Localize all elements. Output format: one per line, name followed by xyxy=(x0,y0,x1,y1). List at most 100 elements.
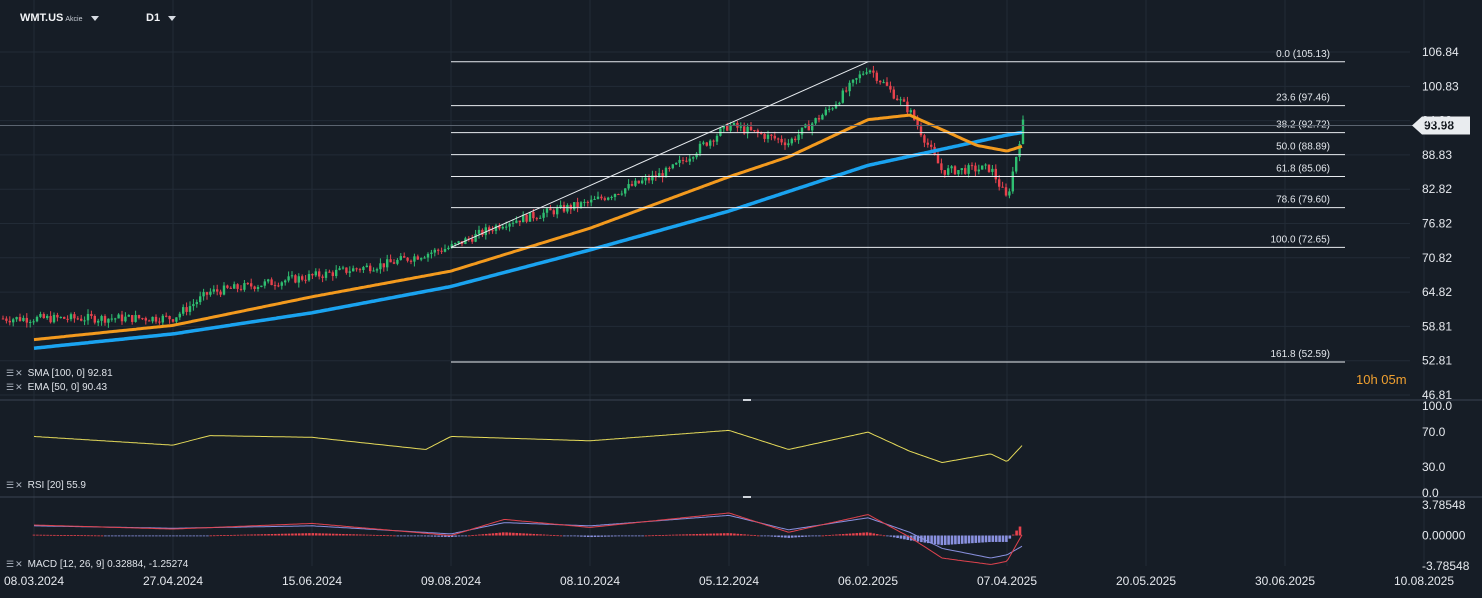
macd-bar xyxy=(984,535,988,543)
macd-tick-label: 3.78548 xyxy=(1422,498,1466,512)
macd-bar xyxy=(654,535,658,536)
macd-bar xyxy=(491,533,495,536)
candle-down xyxy=(437,249,440,251)
candle-down xyxy=(141,318,144,320)
candle-down xyxy=(777,138,780,140)
date-tick-label: 10.08.2025 xyxy=(1394,574,1454,588)
macd-bar xyxy=(981,535,984,543)
macd-bar xyxy=(39,534,43,536)
settings-close-icon[interactable]: ☰✕ xyxy=(6,480,24,490)
candle-up xyxy=(314,271,317,276)
candle-down xyxy=(770,134,773,136)
candle-down xyxy=(90,313,93,316)
candle-up xyxy=(977,169,980,172)
macd-bar xyxy=(994,535,998,542)
candle-down xyxy=(304,279,307,281)
candle-down xyxy=(93,315,96,323)
candle-down xyxy=(498,225,501,229)
macd-bar xyxy=(862,532,865,536)
candle-up xyxy=(12,319,15,323)
candle-up xyxy=(335,269,338,277)
macd-bar xyxy=(784,535,787,538)
candle-down xyxy=(576,202,579,208)
macd-bar xyxy=(280,533,284,536)
candle-down xyxy=(148,320,151,322)
candle-down xyxy=(630,184,634,186)
macd-bar xyxy=(954,535,957,545)
candle-up xyxy=(22,317,25,321)
rsi-legend[interactable]: ☰✕ RSI [20] 55.9 xyxy=(6,480,86,491)
macd-bar xyxy=(219,535,223,536)
ema-legend[interactable]: ☰✕ EMA [50, 0] 90.43 xyxy=(6,382,107,393)
macd-bar xyxy=(634,535,638,537)
macd-bar xyxy=(114,535,117,537)
settings-close-icon[interactable]: ☰✕ xyxy=(6,382,24,392)
symbol-dropdown-icon[interactable] xyxy=(90,15,99,21)
macd-bar xyxy=(342,533,345,536)
candle-down xyxy=(926,142,929,145)
candle-up xyxy=(641,180,644,184)
candle-up xyxy=(433,249,436,253)
macd-bar xyxy=(913,535,916,542)
ema-line xyxy=(33,113,1023,342)
candle-down xyxy=(154,316,158,322)
macd-bar xyxy=(665,534,668,536)
candle-down xyxy=(331,272,334,277)
macd-bar xyxy=(685,534,689,536)
candle-up xyxy=(178,313,181,318)
candle-up xyxy=(450,244,453,248)
macd-bar xyxy=(661,534,665,536)
candle-up xyxy=(501,226,504,229)
candle-down xyxy=(600,196,603,199)
macd-bar xyxy=(161,535,165,537)
price-tick-label: 100.83 xyxy=(1422,79,1459,93)
candle-down xyxy=(185,307,188,312)
macd-bar xyxy=(90,535,94,537)
macd-bar xyxy=(42,534,46,536)
macd-bar xyxy=(552,535,556,536)
macd-bar xyxy=(117,535,121,537)
macd-bar xyxy=(484,533,488,536)
candle-down xyxy=(923,135,926,143)
panel-resize-handle xyxy=(743,399,751,401)
macd-bar xyxy=(957,535,961,545)
candle-up xyxy=(766,134,770,139)
macd-bar xyxy=(508,532,512,536)
settings-close-icon[interactable]: ☰✕ xyxy=(6,368,24,378)
macd-bar xyxy=(804,535,808,537)
macd-bar xyxy=(991,535,995,542)
macd-bar xyxy=(920,535,923,543)
macd-bar xyxy=(641,535,644,537)
macd-bar xyxy=(603,535,607,537)
candle-up xyxy=(1018,143,1021,157)
settings-close-icon[interactable]: ☰✕ xyxy=(6,559,24,569)
candle-up xyxy=(1015,156,1018,172)
macd-bar xyxy=(964,535,967,544)
macd-bar xyxy=(858,532,862,536)
candle-down xyxy=(467,238,470,240)
macd-bar xyxy=(787,535,791,538)
candle-up xyxy=(124,316,127,322)
macd-bar xyxy=(886,535,889,537)
candle-up xyxy=(947,168,950,175)
timeframe-selector[interactable]: D1 xyxy=(146,12,177,24)
candle-down xyxy=(603,198,606,200)
price-tick-label: 58.81 xyxy=(1422,319,1452,333)
candle-down xyxy=(416,256,419,260)
candle-down xyxy=(549,208,552,211)
fib-level-label: 161.8 (52.59) xyxy=(1271,349,1331,360)
candle-up xyxy=(579,202,583,208)
candle-up xyxy=(260,285,263,287)
macd-legend[interactable]: ☰✕ MACD [12, 26, 9] 0.32884, -1.25274 xyxy=(6,559,188,570)
macd-bar xyxy=(767,535,770,537)
macd-bar xyxy=(770,535,774,537)
symbol-selector[interactable]: WMT.US Akcie xyxy=(20,12,99,24)
candle-countdown: 10h 05m xyxy=(1356,372,1407,387)
sma-legend[interactable]: ☰✕ SMA [100, 0] 92.81 xyxy=(6,368,113,379)
macd-bar xyxy=(702,533,706,536)
timeframe-dropdown-icon[interactable] xyxy=(168,15,177,21)
macd-bar xyxy=(569,535,573,537)
date-tick-label: 07.04.2025 xyxy=(977,574,1037,588)
macd-bar xyxy=(372,534,376,536)
